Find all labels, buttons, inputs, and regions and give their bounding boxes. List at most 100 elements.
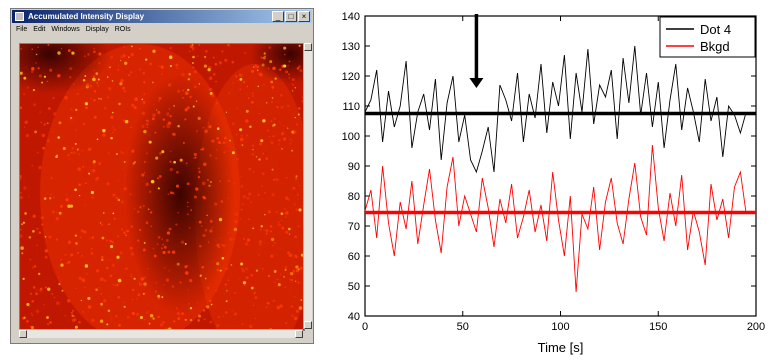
- image-dark-region: [125, 74, 235, 314]
- image-speckle: [39, 287, 43, 291]
- image-speckle: [262, 119, 266, 123]
- image-speckle: [76, 92, 79, 96]
- image-speckle: [216, 127, 220, 130]
- image-speckle: [263, 83, 265, 86]
- image-speckle: [219, 237, 221, 239]
- image-speckle: [195, 187, 199, 191]
- menu-file[interactable]: File: [16, 26, 28, 33]
- image-speckle: [257, 69, 259, 71]
- scroll-down-arrow-icon[interactable]: [304, 321, 312, 329]
- image-speckle: [177, 124, 180, 128]
- image-speckle: [151, 81, 154, 84]
- image-speckle: [299, 69, 303, 73]
- image-speckle: [96, 84, 100, 87]
- image-speckle: [133, 106, 137, 110]
- image-speckle: [143, 172, 146, 174]
- scroll-right-arrow-icon[interactable]: [295, 330, 303, 338]
- image-speckle: [187, 88, 190, 92]
- image-speckle: [288, 60, 291, 63]
- x-tick-label: 150: [649, 321, 667, 333]
- image-speckle: [31, 266, 35, 269]
- image-speckle: [168, 55, 173, 60]
- scroll-left-arrow-icon[interactable]: [19, 330, 27, 338]
- image-speckle: [96, 82, 98, 84]
- image-speckle: [69, 118, 72, 121]
- vertical-scrollbar[interactable]: [303, 43, 312, 329]
- scroll-up-arrow-icon[interactable]: [304, 43, 312, 51]
- image-speckle: [285, 211, 289, 215]
- image-speckle: [279, 283, 282, 285]
- image-speckle: [297, 281, 300, 284]
- image-speckle: [243, 80, 246, 84]
- image-speckle: [184, 118, 187, 121]
- image-speckle: [254, 296, 258, 300]
- image-speckle: [207, 122, 210, 125]
- image-speckle: [111, 241, 114, 244]
- image-speckle: [284, 208, 286, 210]
- image-speckle: [219, 180, 221, 182]
- menu-rois[interactable]: ROIs: [114, 26, 131, 33]
- image-speckle: [196, 55, 199, 57]
- menu-edit[interactable]: Edit: [33, 26, 46, 33]
- image-speckle: [25, 319, 30, 323]
- image-speckle: [252, 66, 255, 69]
- image-speckle: [295, 265, 299, 269]
- image-speckle: [187, 78, 190, 81]
- image-speckle: [298, 107, 301, 110]
- image-speckle: [184, 108, 188, 112]
- image-speckle: [278, 139, 281, 142]
- image-speckle: [68, 158, 70, 160]
- maximize-button[interactable]: □: [285, 11, 297, 22]
- menu-display[interactable]: Display: [85, 26, 109, 33]
- image-speckle: [252, 95, 254, 97]
- minimize-button[interactable]: _: [272, 11, 284, 22]
- image-speckle: [80, 299, 82, 302]
- image-speckle: [270, 254, 274, 258]
- image-speckle: [240, 175, 242, 178]
- image-speckle: [82, 79, 86, 82]
- image-speckle: [41, 133, 46, 138]
- image-speckle: [261, 63, 265, 67]
- image-speckle: [122, 231, 126, 235]
- image-speckle: [125, 267, 128, 270]
- close-button[interactable]: ×: [298, 11, 310, 22]
- image-speckle: [33, 103, 36, 107]
- image-speckle: [288, 77, 291, 79]
- image-speckle: [97, 78, 100, 81]
- image-speckle: [46, 316, 49, 319]
- image-speckle: [158, 65, 160, 68]
- image-speckle: [252, 148, 254, 151]
- image-speckle: [62, 146, 66, 151]
- horizontal-scrollbar[interactable]: [19, 329, 303, 338]
- image-speckle: [250, 201, 252, 204]
- image-speckle: [164, 266, 166, 269]
- image-speckle: [145, 152, 148, 155]
- image-speckle: [235, 75, 238, 78]
- image-speckle: [163, 245, 167, 249]
- image-speckle: [259, 142, 262, 146]
- image-speckle: [78, 153, 81, 156]
- image-speckle: [173, 320, 176, 323]
- image-speckle: [227, 179, 230, 182]
- image-speckle: [124, 174, 127, 177]
- image-speckle: [250, 273, 254, 277]
- image-speckle: [49, 321, 52, 324]
- menu-windows[interactable]: Windows: [51, 26, 80, 33]
- intensity-image-view[interactable]: [19, 43, 305, 331]
- image-speckle: [281, 226, 285, 230]
- image-speckle: [20, 47, 23, 50]
- image-speckle: [110, 317, 113, 320]
- image-speckle: [301, 205, 304, 207]
- image-speckle: [130, 252, 135, 256]
- image-speckle: [190, 209, 193, 211]
- image-speckle: [188, 227, 191, 229]
- image-speckle: [274, 242, 276, 244]
- image-speckle: [168, 227, 172, 231]
- image-speckle: [131, 45, 133, 48]
- image-speckle: [105, 239, 108, 242]
- window-titlebar[interactable]: Accumulated Intensity Display _ □ ×: [12, 10, 312, 23]
- image-speckle: [120, 79, 124, 83]
- image-speckle: [77, 251, 79, 254]
- image-speckle: [201, 147, 205, 151]
- image-speckle: [67, 204, 71, 208]
